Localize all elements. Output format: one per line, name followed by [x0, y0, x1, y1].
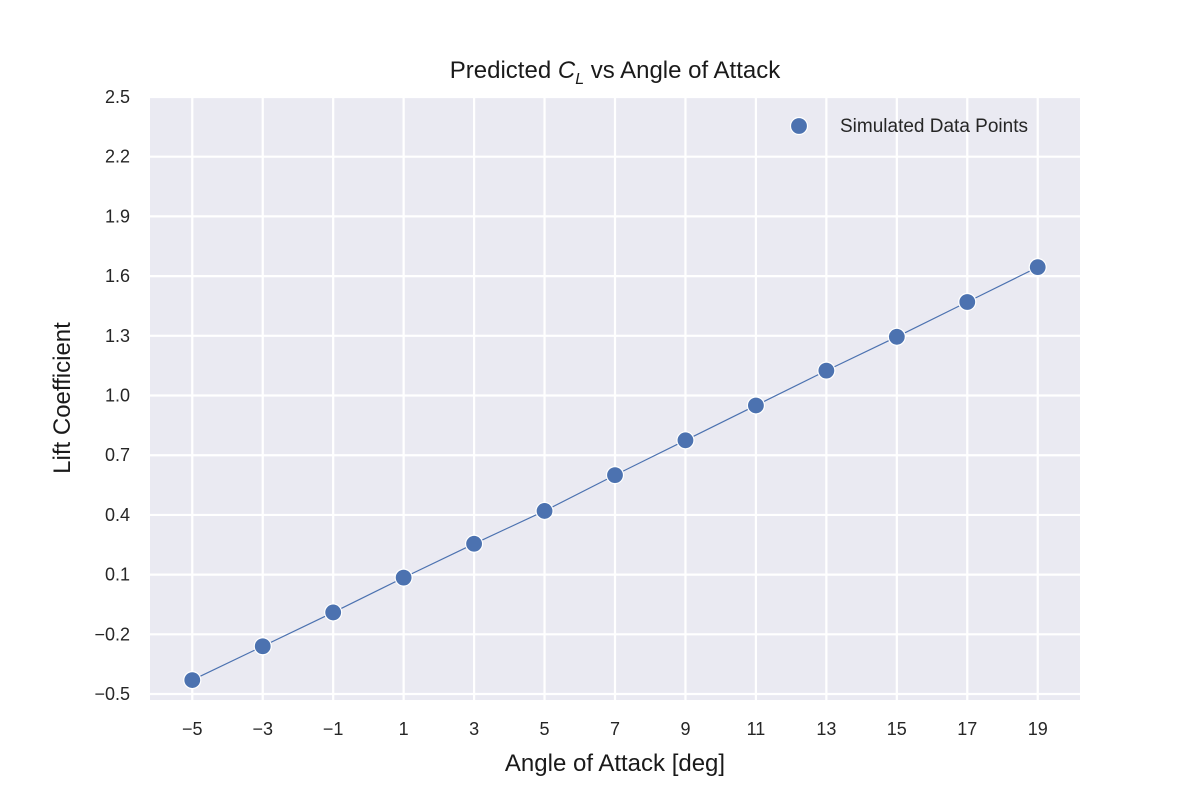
y-tick-label: −0.2: [94, 624, 130, 644]
y-tick-label: 1.0: [105, 386, 130, 406]
x-axis-label: Angle of Attack [deg]: [505, 750, 725, 777]
x-tick-label: −3: [252, 719, 273, 739]
y-tick-label: 1.9: [105, 206, 130, 226]
x-tick-label: 17: [957, 719, 977, 739]
data-point: [464, 534, 484, 553]
x-tick-label: 19: [1028, 719, 1048, 739]
legend: Simulated Data Points: [789, 116, 1028, 137]
y-tick-label: 2.5: [105, 87, 130, 107]
data-point: [605, 466, 625, 485]
chart-title: Predicted CL vs Angle of Attack: [450, 57, 781, 88]
data-point: [394, 568, 413, 587]
y-tick-labels: −0.5 −0.2 0.1 0.4 0.7 1.0 1.3 1.6 1.9 2.2 2.5: [94, 87, 130, 704]
y-tick-label: 0.4: [105, 505, 130, 525]
x-tick-label: 15: [887, 719, 907, 739]
y-tick-label: 1.6: [105, 266, 130, 286]
data-point: [676, 431, 695, 450]
data-point: [1028, 258, 1047, 277]
y-axis-label: Lift Coefficient: [49, 322, 76, 474]
y-tick-label: −0.5: [94, 684, 130, 704]
data-point: [817, 361, 836, 380]
grid-lines: [150, 95, 1080, 700]
data-point: [887, 327, 906, 346]
x-tick-label: 7: [610, 719, 620, 739]
x-tick-label: 5: [540, 719, 550, 739]
data-point: [253, 637, 272, 656]
data-point: [535, 501, 554, 521]
y-tick-label: 0.7: [105, 445, 130, 465]
x-tick-label: −5: [182, 719, 203, 739]
legend-marker: [789, 116, 809, 136]
data-points: [183, 258, 1047, 690]
x-tick-label: 9: [680, 719, 690, 739]
x-tick-label: 3: [469, 719, 479, 739]
x-tick-label: 1: [399, 719, 409, 739]
x-tick-label: 11: [747, 719, 766, 739]
x-tick-label: −1: [323, 719, 344, 739]
x-tick-label: 13: [816, 719, 836, 739]
y-tick-label: 0.1: [105, 565, 130, 585]
y-tick-label: 1.3: [105, 326, 130, 346]
data-point: [746, 396, 766, 415]
y-tick-label: 2.2: [105, 147, 130, 167]
data-point: [183, 670, 202, 690]
data-point: [324, 603, 343, 622]
data-point: [958, 292, 977, 312]
x-tick-labels: −5 −3 −1 1 3 5 7 9 11 13 15 17 19: [182, 719, 1048, 739]
legend-label: Simulated Data Points: [840, 116, 1028, 137]
